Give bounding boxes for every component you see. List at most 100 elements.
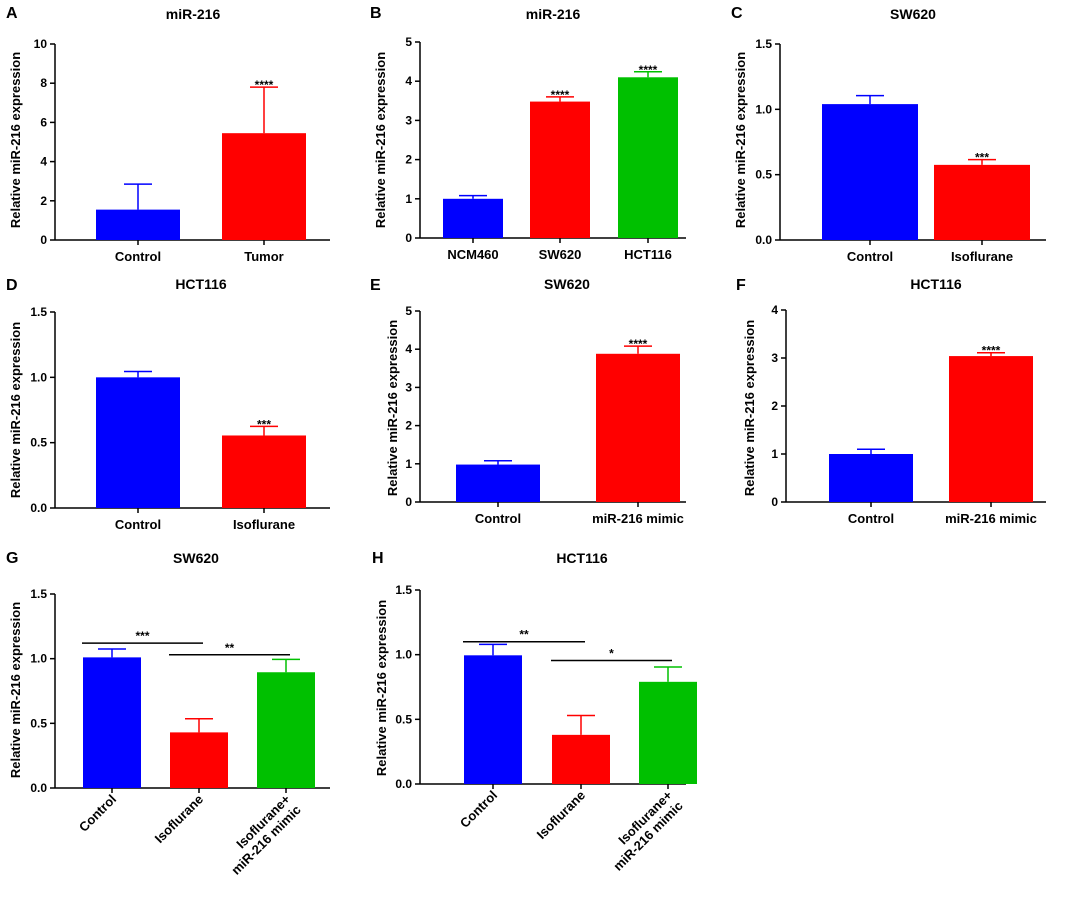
- y-tick-label: 0: [40, 233, 47, 247]
- x-tick-label: Control: [115, 249, 161, 264]
- chart-title: SW620: [544, 276, 590, 292]
- y-tick-label: 0.0: [30, 501, 47, 515]
- chart-title: miR-216: [166, 6, 221, 22]
- x-tick-label: Isoflurane: [152, 792, 207, 847]
- y-axis-label: Relative miR-216 expression: [8, 52, 23, 228]
- y-tick-label: 0.5: [30, 716, 47, 730]
- plot-area: 0 1 2 3 4 Control **** miR-216 mimic: [771, 303, 1046, 526]
- y-tick-label: 2: [405, 153, 412, 167]
- panel-h: H HCT116 Relative miR-216 expression 0.0…: [372, 550, 697, 874]
- bar: [443, 198, 503, 238]
- bar: [222, 435, 306, 508]
- y-tick-label: 1.5: [755, 37, 772, 51]
- y-tick-label: 10: [34, 37, 48, 51]
- y-tick-label: 1.0: [30, 652, 47, 666]
- y-tick-label: 3: [405, 380, 412, 394]
- plot-area: 0.0 0.5 1.0 1.5 Control Isoflurane Isoflurane+…: [395, 583, 697, 874]
- plot-area: 0.0 0.5 1.0 1.5 Control *** Isoflurane: [30, 305, 330, 532]
- x-tick-label: miR-216 mimic: [592, 511, 684, 526]
- y-tick-label: 3: [405, 113, 412, 127]
- bar: [96, 209, 180, 240]
- bar: [530, 101, 590, 238]
- y-tick-label: 5: [405, 304, 412, 318]
- panel-label: F: [736, 277, 746, 294]
- chart-title: SW620: [890, 6, 936, 22]
- chart-title: HCT116: [556, 550, 608, 566]
- bracket-label: **: [225, 641, 235, 655]
- y-tick-label: 1.0: [755, 102, 772, 116]
- y-tick-label: 8: [40, 76, 47, 90]
- y-tick-label: 0.0: [755, 233, 772, 247]
- bar: [170, 732, 228, 788]
- y-tick-label: 1.0: [30, 370, 47, 384]
- y-tick-label: 0.5: [755, 168, 772, 182]
- y-tick-label: 4: [405, 74, 412, 88]
- y-axis-label: Relative miR-216 expression: [385, 320, 400, 496]
- x-tick-label: HCT116: [624, 247, 672, 262]
- plot-area: 0.0 0.5 1.0 1.5 Control *** Isoflurane: [755, 37, 1046, 264]
- y-tick-label: 5: [405, 35, 412, 49]
- y-tick-label: 0.0: [30, 781, 47, 795]
- y-tick-label: 2: [405, 419, 412, 433]
- significance-label: ****: [255, 78, 274, 92]
- y-tick-label: 1.5: [30, 305, 47, 319]
- y-tick-label: 1.5: [30, 587, 47, 601]
- y-tick-label: 0.5: [395, 712, 412, 726]
- bar: [96, 377, 180, 508]
- bar: [464, 655, 522, 784]
- bar: [552, 734, 610, 784]
- x-tick-label: Tumor: [244, 249, 283, 264]
- y-tick-label: 6: [40, 115, 47, 129]
- bar: [83, 657, 141, 788]
- y-tick-label: 4: [405, 342, 412, 356]
- chart-title: miR-216: [526, 6, 581, 22]
- y-tick-label: 4: [40, 155, 47, 169]
- x-tick-label: Isoflurane+miR-216 mimic: [600, 787, 686, 873]
- x-tick-label: Isoflurane: [233, 517, 295, 532]
- y-tick-label: 0: [405, 495, 412, 509]
- y-tick-label: 3: [771, 351, 778, 365]
- bar: [596, 353, 680, 502]
- panel-label: H: [372, 550, 384, 567]
- y-tick-label: 1: [771, 447, 778, 461]
- panel-label: C: [731, 5, 743, 22]
- bar: [639, 681, 697, 784]
- y-tick-label: 1: [405, 457, 412, 471]
- panel-label: G: [6, 550, 18, 567]
- plot-area: 0 1 2 3 4 5 NCM460 **** SW620 **** HCT116: [405, 35, 686, 262]
- bar: [829, 454, 913, 502]
- plot-area: 0 1 2 3 4 5 Control **** miR-216 mimic: [405, 304, 686, 526]
- x-tick-label: Control: [475, 511, 521, 526]
- significance-label: ****: [629, 337, 648, 351]
- x-tick-label: Isoflurane: [951, 249, 1013, 264]
- panel-d: D HCT116 Relative miR-216 expression 0.0…: [6, 276, 330, 532]
- x-tick-label: Control: [115, 517, 161, 532]
- y-axis-label: Relative miR-216 expression: [8, 322, 23, 498]
- y-tick-label: 0: [771, 495, 778, 509]
- y-axis-label: Relative miR-216 expression: [373, 52, 388, 228]
- bracket-label: **: [519, 628, 529, 642]
- panel-label: A: [6, 5, 18, 22]
- plot-area: 0.0 0.5 1.0 1.5 Control Isoflurane Isoflurane+…: [30, 587, 330, 878]
- x-tick-label: Control: [848, 511, 894, 526]
- y-tick-label: 4: [771, 303, 778, 317]
- bar: [456, 464, 540, 502]
- y-tick-label: 2: [771, 399, 778, 413]
- x-tick-label: NCM460: [447, 247, 498, 262]
- y-axis-label: Relative miR-216 expression: [374, 600, 389, 776]
- y-tick-label: 1.0: [395, 648, 412, 662]
- significance-label: ***: [257, 417, 271, 431]
- significance-label: ****: [551, 88, 570, 102]
- y-tick-label: 2: [40, 194, 47, 208]
- bar: [618, 77, 678, 238]
- x-tick-label: Control: [847, 249, 893, 264]
- x-tick-label: Isoflurane+miR-216 mimic: [218, 791, 304, 877]
- bar: [949, 356, 1033, 502]
- chart-title: SW620: [173, 550, 219, 566]
- panel-f: F HCT116 Relative miR-216 expression 0 1 2…: [736, 276, 1046, 526]
- y-tick-label: 0.5: [30, 436, 47, 450]
- chart-title: HCT116: [910, 276, 962, 292]
- y-axis-label: Relative miR-216 expression: [742, 320, 757, 496]
- bar: [222, 133, 306, 240]
- x-tick-label: SW620: [539, 247, 582, 262]
